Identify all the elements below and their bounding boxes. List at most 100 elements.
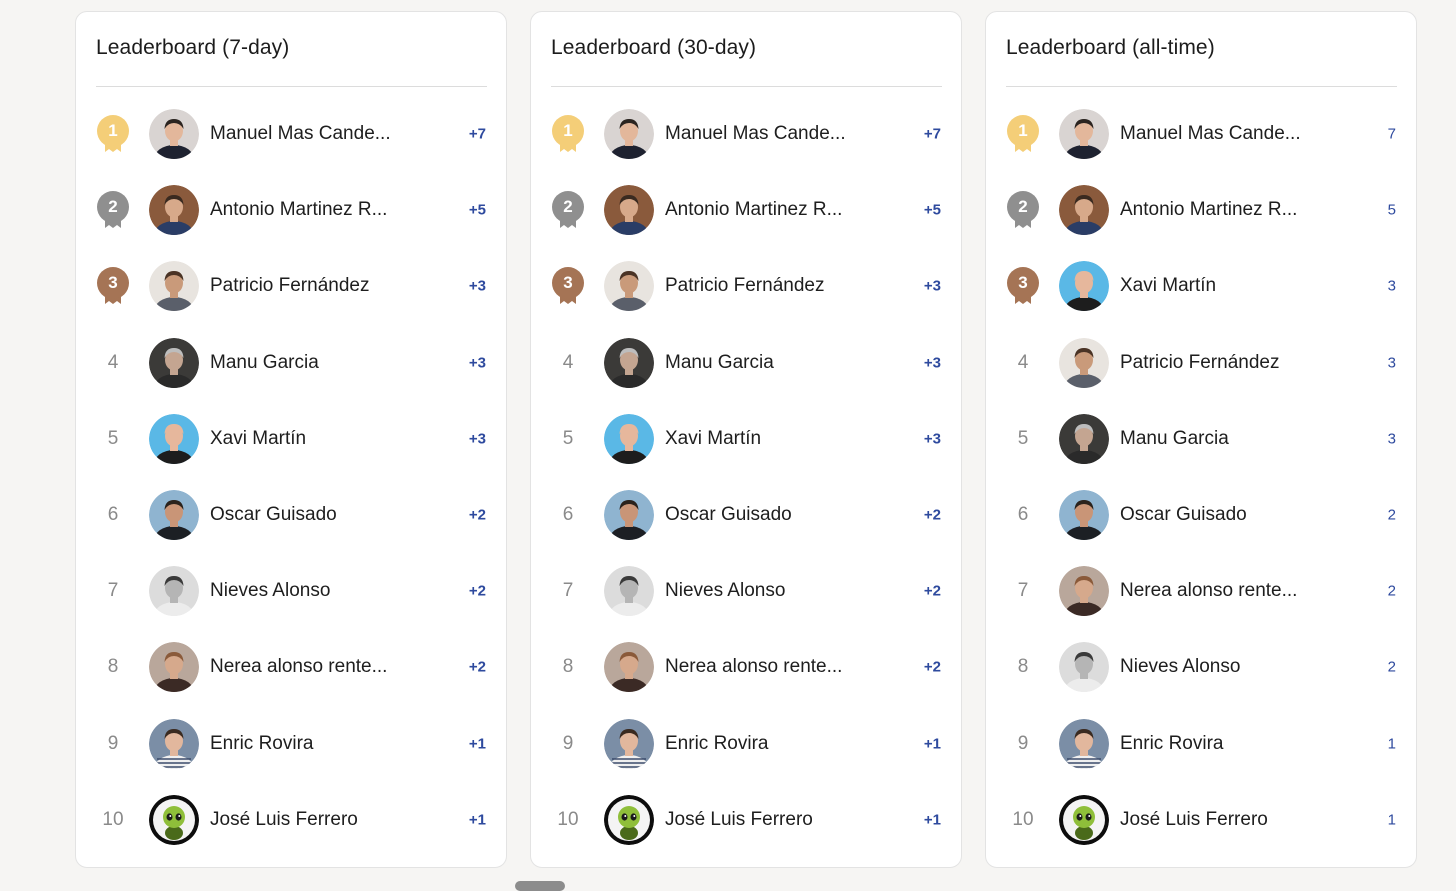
score-value: +1 [468,735,486,753]
user-name[interactable]: Nerea alonso rente... [665,656,843,678]
user-name[interactable]: Antonio Martinez R... [665,199,843,221]
leaderboard-row[interactable]: 3 Xavi Martín 3 [986,248,1416,324]
user-name[interactable]: Xavi Martín [210,427,307,449]
leaderboard-row[interactable]: 3 Patricio Fernández +3 [531,248,961,324]
user-name[interactable]: Nerea alonso rente... [210,656,388,678]
user-name[interactable]: Enric Rovira [665,732,769,754]
avatar-jose[interactable] [149,794,199,845]
avatar-oscar[interactable] [149,490,199,541]
avatar-enric[interactable] [604,718,654,769]
avatar-nerea[interactable] [1059,566,1109,617]
user-name[interactable]: Nieves Alonso [665,580,786,602]
rank-number: 8 [107,656,119,678]
avatar-jose[interactable] [1059,794,1109,845]
avatar-manuel[interactable] [1059,109,1109,160]
avatar-jose[interactable] [604,794,654,845]
avatar-nieves[interactable] [604,566,654,617]
user-name[interactable]: Oscar Guisado [1120,504,1247,526]
scroll-handle[interactable] [515,881,565,891]
score-value: +7 [468,125,486,143]
leaderboard-row[interactable]: 1 Manuel Mas Cande... 7 [986,96,1416,172]
avatar-nieves[interactable] [149,566,199,617]
user-name[interactable]: José Luis Ferrero [1120,808,1268,830]
avatar-enric[interactable] [1059,718,1109,769]
user-name[interactable]: Manuel Mas Cande... [210,123,391,145]
user-name[interactable]: Patricio Fernández [1120,351,1280,373]
avatar-xavi[interactable] [149,413,199,464]
leaderboard-row[interactable]: 1 Manuel Mas Cande... +7 [531,96,961,172]
avatar-manu[interactable] [604,337,654,388]
leaderboard-row[interactable]: 4 Manu Garcia +3 [76,325,506,401]
user-name[interactable]: Antonio Martinez R... [1120,199,1298,221]
leaderboard-row[interactable]: 4 Manu Garcia +3 [531,325,961,401]
user-name[interactable]: Oscar Guisado [665,504,792,526]
leaderboard-row[interactable]: 7 Nieves Alonso +2 [531,553,961,629]
avatar-nerea[interactable] [149,642,199,693]
leaderboard-row[interactable]: 5 Xavi Martín +3 [531,401,961,477]
leaderboard-row[interactable]: 9 Enric Rovira 1 [986,706,1416,782]
avatar-manu[interactable] [149,337,199,388]
user-name[interactable]: José Luis Ferrero [210,808,358,830]
user-name[interactable]: Nieves Alonso [1120,656,1241,678]
avatar-patricio[interactable] [149,261,199,312]
avatar-oscar[interactable] [604,490,654,541]
avatar-manu[interactable] [1059,413,1109,464]
avatar-antonio[interactable] [149,185,199,236]
leaderboard-row[interactable]: 6 Oscar Guisado 2 [986,477,1416,553]
leaderboard-row[interactable]: 8 Nieves Alonso 2 [986,629,1416,705]
user-name[interactable]: Patricio Fernández [210,275,370,297]
rank-number: 10 [1012,808,1034,830]
score-value: 2 [1387,582,1396,600]
user-name[interactable]: Enric Rovira [210,732,314,754]
rank-number: 10 [557,808,579,830]
leaderboard-row[interactable]: 6 Oscar Guisado +2 [531,477,961,553]
user-name[interactable]: Manu Garcia [210,351,319,373]
user-name[interactable]: Xavi Martín [665,427,762,449]
score-value: +3 [468,277,486,295]
avatar-manuel[interactable] [149,109,199,160]
leaderboard-row[interactable]: 10 José Luis Ferrero 1 [986,782,1416,858]
avatar-patricio[interactable] [1059,337,1109,388]
leaderboard-row[interactable]: 3 Patricio Fernández +3 [76,248,506,324]
leaderboard-row[interactable]: 9 Enric Rovira +1 [76,706,506,782]
user-name[interactable]: Nerea alonso rente... [1120,580,1298,602]
avatar-nerea[interactable] [604,642,654,693]
avatar-manuel[interactable] [604,109,654,160]
user-name[interactable]: Patricio Fernández [665,275,825,297]
leaderboard-row[interactable]: 8 Nerea alonso rente... +2 [76,629,506,705]
avatar-xavi[interactable] [604,413,654,464]
leaderboard-row[interactable]: 10 José Luis Ferrero +1 [76,782,506,858]
leaderboard-row[interactable]: 7 Nerea alonso rente... 2 [986,553,1416,629]
user-name[interactable]: Manuel Mas Cande... [665,123,846,145]
leaderboard-row[interactable]: 2 Antonio Martinez R... +5 [76,172,506,248]
avatar-antonio[interactable] [604,185,654,236]
user-name[interactable]: Antonio Martinez R... [210,199,388,221]
leaderboard-row[interactable]: 7 Nieves Alonso +2 [76,553,506,629]
user-name[interactable]: Manu Garcia [1120,427,1229,449]
avatar-patricio[interactable] [604,261,654,312]
leaderboard-row[interactable]: 4 Patricio Fernández 3 [986,325,1416,401]
score-value: +1 [923,735,941,753]
user-name[interactable]: Nieves Alonso [210,580,331,602]
user-name[interactable]: Manuel Mas Cande... [1120,123,1301,145]
leaderboard-row[interactable]: 9 Enric Rovira +1 [531,706,961,782]
leaderboard-row[interactable]: 5 Xavi Martín +3 [76,401,506,477]
avatar-enric[interactable] [149,718,199,769]
avatar-xavi[interactable] [1059,261,1109,312]
leaderboard-row[interactable]: 2 Antonio Martinez R... 5 [986,172,1416,248]
leaderboard-row[interactable]: 5 Manu Garcia 3 [986,401,1416,477]
score-value: 5 [1387,201,1396,219]
leaderboard-row[interactable]: 6 Oscar Guisado +2 [76,477,506,553]
avatar-nieves[interactable] [1059,642,1109,693]
leaderboard-row[interactable]: 8 Nerea alonso rente... +2 [531,629,961,705]
leaderboard-row[interactable]: 1 Manuel Mas Cande... +7 [76,96,506,172]
avatar-antonio[interactable] [1059,185,1109,236]
user-name[interactable]: Manu Garcia [665,351,774,373]
user-name[interactable]: Oscar Guisado [210,504,337,526]
leaderboard-row[interactable]: 2 Antonio Martinez R... +5 [531,172,961,248]
leaderboard-row[interactable]: 10 José Luis Ferrero +1 [531,782,961,858]
user-name[interactable]: Xavi Martín [1120,275,1217,297]
user-name[interactable]: José Luis Ferrero [665,808,813,830]
avatar-oscar[interactable] [1059,490,1109,541]
user-name[interactable]: Enric Rovira [1120,732,1224,754]
